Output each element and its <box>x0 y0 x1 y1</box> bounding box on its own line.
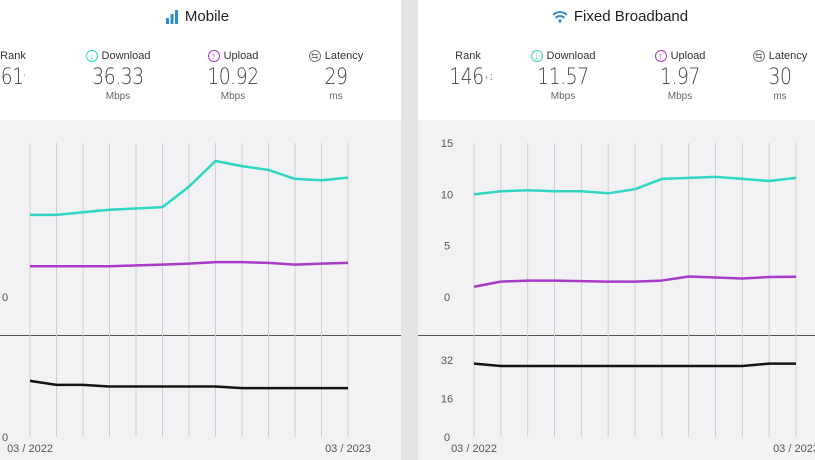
latency-y-tick-label: 0 <box>444 432 450 444</box>
download-arrow-icon: ↓ <box>530 50 543 62</box>
upload-line <box>473 275 797 288</box>
broadband-latency: ⇆ Latency 30 ms <box>740 50 815 102</box>
latency-line <box>473 362 796 368</box>
upload-arrow-icon: ↑ <box>207 50 220 62</box>
mobile-download: ↓ Download 36.33 Mbps <box>73 50 163 102</box>
mobile-latency: ⇆ Latency 29 ms <box>296 50 376 102</box>
broadband-header: Fixed Broadband Rank 146+1 ↓ Download 11.… <box>418 0 815 120</box>
mobile-title-text: Mobile <box>184 8 230 25</box>
download-arrow-icon: ↓ <box>85 50 98 62</box>
download-label: Download <box>546 50 596 62</box>
y-tick-label: 10 <box>441 189 453 201</box>
upload-unit: Mbps <box>220 91 246 102</box>
upload-label-row: ↑ Upload <box>640 50 720 62</box>
rank-value: 61' <box>0 66 30 90</box>
broadband-title: Fixed Broadband <box>418 8 815 25</box>
latency-value: 30 <box>768 65 792 90</box>
download-label: Download <box>101 50 151 62</box>
y-tick-label: 15 <box>441 138 453 150</box>
chart-divider <box>0 335 401 336</box>
x-tick-label: 03 / 2023 <box>325 443 371 455</box>
wifi-icon <box>552 11 568 23</box>
rank-change: +1 <box>483 73 494 82</box>
rank-label: Rank <box>0 50 26 62</box>
chart-divider <box>418 335 815 336</box>
x-tick-label: 03 / 2022 <box>7 443 53 455</box>
y-tick-label: 5 <box>444 241 450 253</box>
latency-y-tick-label: 32 <box>441 355 453 367</box>
download-unit: Mbps <box>550 91 576 102</box>
mobile-header: Mobile Rank 61' ↓ Download 36.33 Mbps ↑ Up… <box>0 0 401 120</box>
x-tick-label: 03 / 2022 <box>451 443 497 455</box>
upload-arrow-icon: ↑ <box>654 50 667 62</box>
signal-bars-icon <box>165 9 178 24</box>
upload-label: Upload <box>670 50 706 62</box>
rank-number: 146 <box>449 65 484 90</box>
upload-line <box>30 260 349 268</box>
rank-number: 61 <box>0 65 24 90</box>
broadband-title-text: Fixed Broadband <box>573 8 689 25</box>
latency-swap-icon: ⇆ <box>308 50 321 62</box>
latency-label-row: ⇆ Latency <box>740 50 815 62</box>
upload-value: 10.92 <box>207 65 259 90</box>
latency-unit: ms <box>329 91 343 102</box>
upload-value: 1.97 <box>660 65 700 90</box>
rank-label: Rank <box>455 50 481 62</box>
rank-change: ' <box>23 73 26 82</box>
download-line <box>473 175 797 196</box>
latency-label-row: ⇆ Latency <box>296 50 376 62</box>
latency-label: Latency <box>324 50 364 62</box>
download-value: 11.57 <box>537 65 589 90</box>
download-line <box>30 159 349 217</box>
upload-label-row: ↑ Upload <box>193 50 273 62</box>
mobile-rank: Rank 61' <box>0 50 33 90</box>
latency-line <box>29 379 348 390</box>
download-value: 36.33 <box>92 65 144 90</box>
upload-unit: Mbps <box>667 91 693 102</box>
broadband-panel: Fixed Broadband Rank 146+1 ↓ Download 11.… <box>418 0 815 460</box>
upload-label: Upload <box>223 50 259 62</box>
download-unit: Mbps <box>105 91 131 102</box>
broadband-rank: Rank 146+1 <box>446 50 493 90</box>
x-tick-label: 03 / 2023 <box>773 443 815 455</box>
latency-value: 29 <box>324 65 348 90</box>
latency-swap-icon: ⇆ <box>752 50 765 62</box>
latency-label: Latency <box>768 50 808 62</box>
broadband-chart: 0 5 10 15 0 16 32 03 / 2022 03 / 2023 <box>441 138 815 455</box>
latency-unit: ms <box>773 91 787 102</box>
mobile-title: Mobile <box>0 8 401 25</box>
broadband-upload: ↑ Upload 1.97 Mbps <box>640 50 720 102</box>
download-label-row: ↓ Download <box>518 50 608 62</box>
rank-value: 146+1 <box>449 65 493 90</box>
latency-y-tick-label: 0 <box>2 432 8 444</box>
download-label-row: ↓ Download <box>73 50 163 62</box>
mobile-upload: ↑ Upload 10.92 Mbps <box>193 50 273 102</box>
y-tick-label: 0 <box>2 292 8 304</box>
y-tick-label: 0 <box>444 292 450 304</box>
mobile-panel: Mobile Rank 61' ↓ Download 36.33 Mbps ↑ Up… <box>0 0 401 460</box>
latency-y-tick-label: 16 <box>441 394 453 406</box>
broadband-download: ↓ Download 11.57 Mbps <box>518 50 608 102</box>
